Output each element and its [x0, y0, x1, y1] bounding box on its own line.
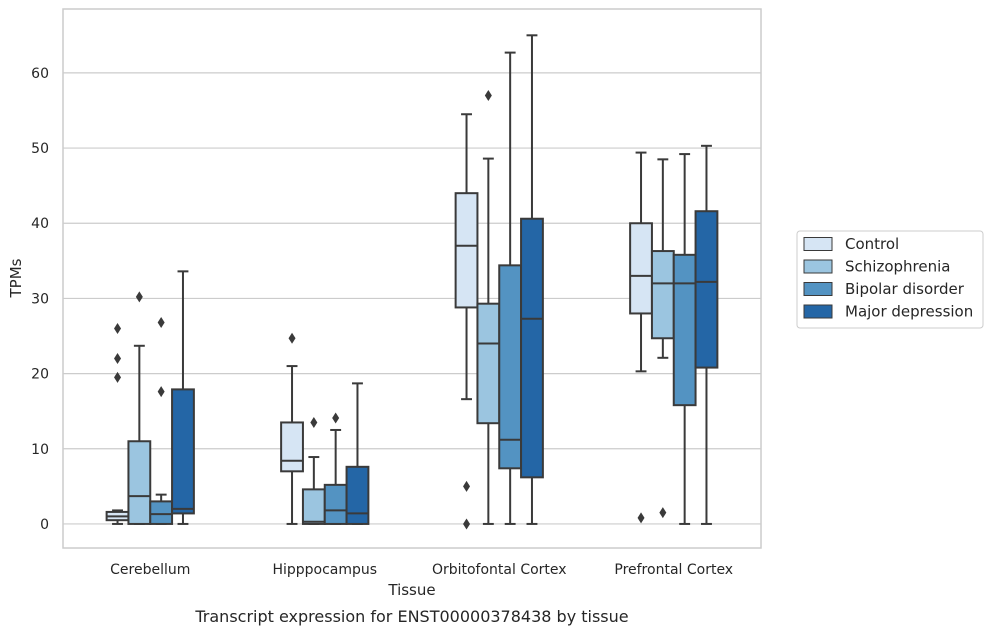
box-bipolar-disorder — [498, 51, 523, 525]
box-body — [650, 250, 675, 340]
y-tick-label: 40 — [31, 216, 49, 232]
box-control — [629, 151, 653, 524]
box-schizophrenia — [127, 291, 152, 525]
box-body — [476, 302, 501, 425]
y-tick-label: 10 — [31, 442, 49, 458]
outlier-point — [114, 353, 122, 365]
outlier-point — [659, 507, 667, 519]
box-bipolar-disorder — [672, 153, 697, 525]
box-body — [301, 488, 326, 525]
box-body — [629, 222, 653, 315]
legend-label: Schizophrenia — [845, 258, 950, 276]
box-body — [454, 192, 479, 309]
box-body — [149, 500, 174, 525]
legend-frame — [796, 230, 984, 329]
outlier-point — [114, 371, 122, 383]
box-schizophrenia — [650, 158, 675, 519]
outlier-point — [463, 518, 471, 530]
box-body — [498, 264, 523, 470]
box-control — [280, 332, 304, 525]
legend-label: Major depression — [845, 303, 973, 321]
outlier-point — [288, 332, 296, 344]
box-body — [520, 217, 544, 479]
outlier-point — [310, 416, 318, 428]
legend-swatch — [803, 259, 833, 274]
box-body — [345, 465, 370, 525]
legend-swatch — [803, 282, 833, 296]
box-bipolar-disorder — [323, 412, 348, 525]
legend-label: Control — [845, 235, 899, 253]
box-body — [694, 210, 719, 369]
box-major-depression — [694, 144, 719, 525]
outlier-point — [484, 89, 492, 101]
legend-swatch — [803, 237, 833, 251]
y-tick-label: 60 — [31, 66, 49, 82]
x-tick-label: Prefrontal Cortex — [614, 562, 733, 578]
box-control — [105, 322, 130, 525]
box-major-depression — [345, 382, 370, 525]
box-control — [454, 113, 479, 530]
outlier-point — [637, 512, 645, 524]
outlier-point — [463, 480, 471, 492]
box-body — [323, 483, 348, 525]
x-tick-labels: Cerebellum Hipppocampus Orbitofontal Corte… — [110, 562, 733, 578]
box-major-depression — [520, 34, 544, 525]
plot-frame — [62, 8, 762, 549]
box-schizophrenia — [476, 89, 501, 525]
box-body — [280, 421, 304, 473]
box-series — [105, 34, 719, 530]
outlier-point — [135, 291, 143, 303]
outlier-point — [114, 322, 122, 334]
outlier-point — [332, 412, 340, 424]
x-tick-label: Hipppocampus — [272, 562, 377, 578]
y-axis-title: TPMs — [7, 258, 25, 298]
y-tick-label: 30 — [31, 291, 49, 307]
box-schizophrenia — [301, 416, 326, 525]
legend: Control Schizophrenia Bipolar disorder Majo… — [796, 230, 984, 329]
box-body — [672, 253, 697, 407]
box-body — [127, 440, 152, 525]
x-tick-label: Orbitofontal Cortex — [432, 562, 567, 578]
y-tick-label: 0 — [40, 517, 49, 533]
x-tick-label: Cerebellum — [110, 562, 190, 578]
outlier-point — [157, 386, 165, 398]
box-major-depression — [171, 270, 195, 525]
y-tick-label: 50 — [31, 141, 49, 157]
chart-caption: Transcript expression for ENST0000037843… — [194, 607, 628, 626]
y-tick-labels: 0 10 20 30 40 50 60 — [31, 66, 49, 533]
legend-label: Bipolar disorder — [845, 280, 965, 298]
y-tick-label: 20 — [31, 367, 49, 383]
outlier-point — [157, 316, 165, 328]
box-body — [171, 388, 195, 515]
x-axis-title: Tissue — [387, 581, 435, 599]
legend-swatch — [803, 304, 833, 319]
box-bipolar-disorder — [149, 316, 174, 525]
